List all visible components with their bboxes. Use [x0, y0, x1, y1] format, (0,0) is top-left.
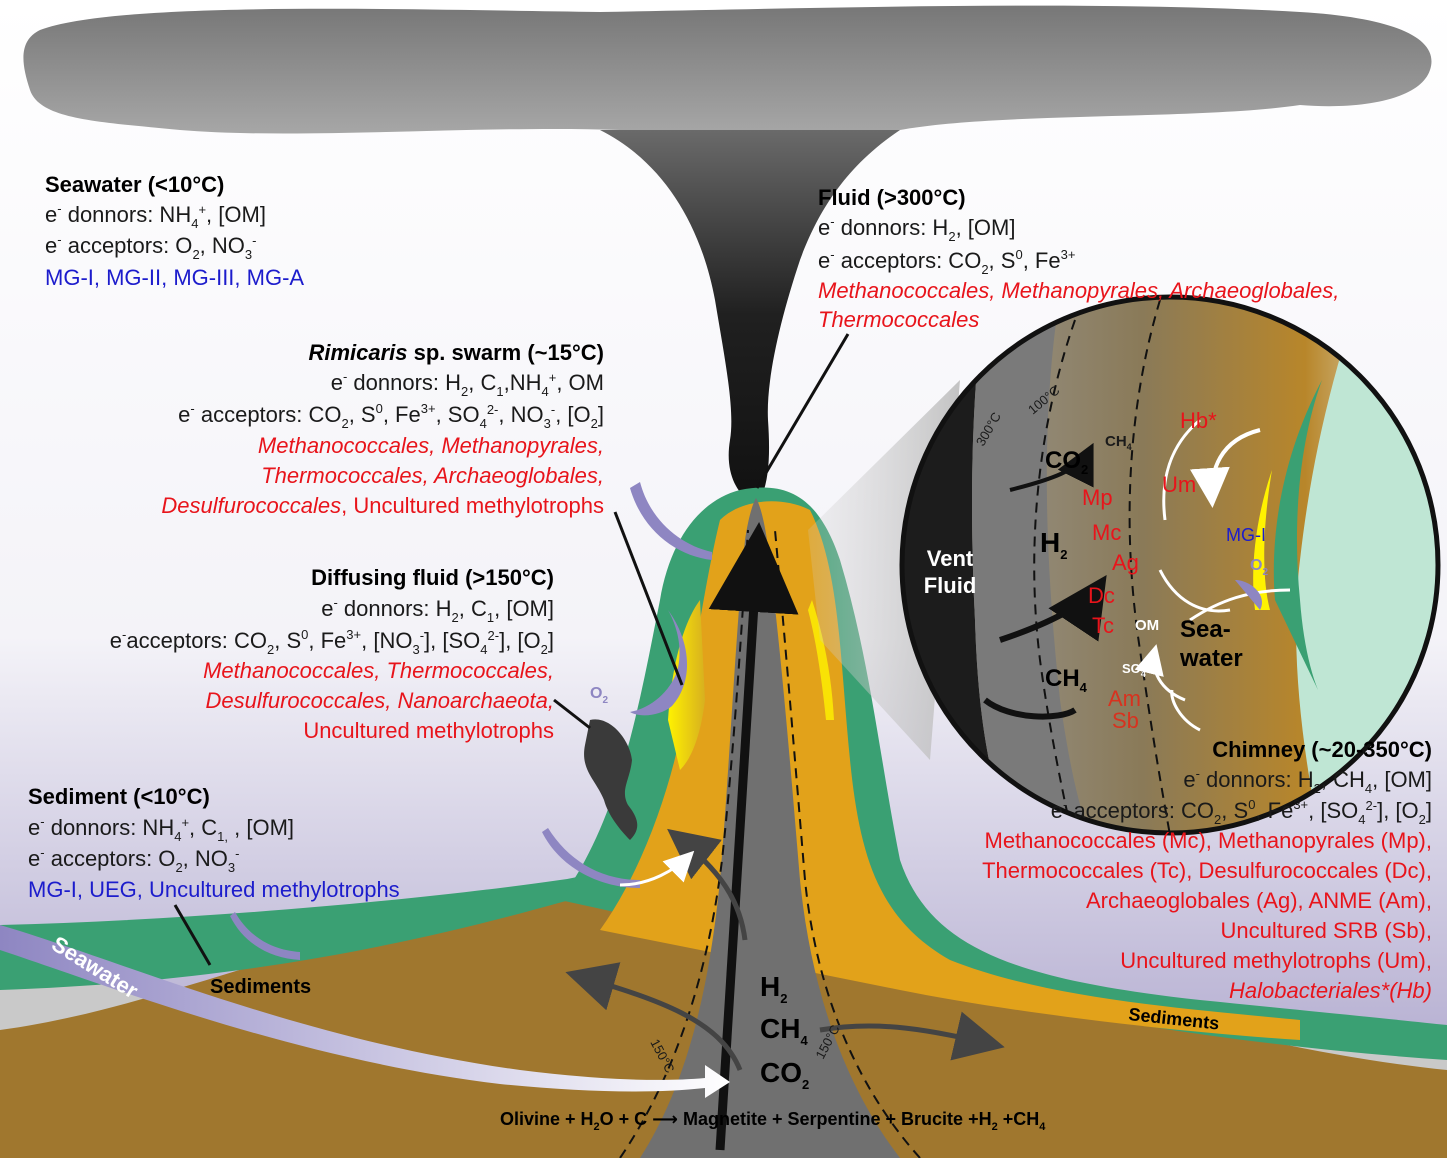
inset-om: OM: [1135, 617, 1159, 634]
sediment-donors: e- donnors: NH4+, C1, , [OM]: [28, 814, 294, 844]
seawater-title: Seawater (<10°C): [45, 172, 224, 197]
leader-diffusing: [553, 698, 591, 730]
inset-um: Um: [1162, 472, 1196, 497]
sediment-groups: MG-I, UEG, Uncultured methylotrophs: [28, 877, 400, 902]
inset-border: [899, 294, 1441, 836]
gas-ch4: CH4: [760, 1013, 808, 1048]
inset-dc: Dc: [1088, 583, 1115, 608]
chimney-groups-3: Archaeoglobales (Ag), ANME (Am),: [1086, 888, 1432, 913]
chimney-groups-6: Halobacteriales*(Hb): [1229, 978, 1432, 1003]
inset-mg1: MG-I: [1226, 525, 1266, 545]
rimicaris-groups-3: Desulfurococcales, Uncultured methylotro…: [161, 493, 604, 518]
diffusing-groups-1: Methanococcales, Thermococcales,: [203, 658, 554, 683]
sediment-title: Sediment (<10°C): [28, 784, 210, 809]
seawater-inflow-arrow: [0, 925, 730, 1098]
chimney-title: Chimney (~20-350°C): [1212, 737, 1432, 762]
inset-mp: Mp: [1082, 485, 1113, 510]
chimney-inset: [902, 297, 1438, 833]
branch-arrow-upleft: [667, 828, 748, 941]
inset-tc: Tc: [1092, 613, 1114, 638]
rimicaris-acceptors: e- acceptors: CO2, S0, Fe3+, SO42-, NO3-…: [178, 401, 604, 431]
chimney-groups-1: Methanococcales (Mc), Methanopyrales (Mp…: [985, 828, 1433, 853]
chimney-yellow-strip-right: [808, 600, 834, 720]
diffusing-groups-2: Desulfurococcales, Nanoarchaeota,: [205, 688, 554, 713]
fluid-conduit: [640, 498, 900, 1158]
rimicaris-groups-2: Thermococcales, Archaeoglobales,: [261, 463, 604, 488]
inset-sea: Sea-: [1180, 616, 1231, 643]
isotherm-150-right: [774, 529, 921, 1158]
seawater-groups: MG-I, MG-II, MG-III, MG-A: [45, 265, 304, 290]
sediment-block: Sediment (<10°C) e- donnors: NH4+, C1, ,…: [28, 784, 400, 902]
chimney-donors: e- donnors: H2, CH4, [OM]: [1183, 766, 1432, 796]
branch-arrow-right: [819, 1011, 1005, 1061]
chimney-block: Chimney (~20-350°C) e- donnors: H2, CH4,…: [982, 737, 1432, 1003]
inset-vent: Vent: [927, 546, 974, 571]
diffusing-donors: e- donnors: H2, C1, [OM]: [321, 595, 554, 625]
purple-arrow-top: [630, 482, 712, 560]
seawater-donors: e- donnors: NH4+, [OM]: [45, 201, 266, 231]
inset-water: water: [1179, 645, 1243, 672]
label-sediments-left: Sediments: [210, 976, 311, 998]
diffusing-groups-3: Uncultured methylotrophs: [303, 718, 554, 743]
gas-co2: CO2: [760, 1057, 809, 1092]
sediment-acceptors: e- acceptors: O2, NO3-: [28, 845, 239, 875]
branch-arrow-left: [565, 962, 743, 1071]
green-seafloor-left: [0, 840, 640, 990]
diffusing-acceptors: e-acceptors: CO2, S0, Fe3+, [NO3-], [SO4…: [110, 627, 554, 657]
fluid-donors: e- donnors: H2, [OM]: [818, 214, 1015, 244]
inset-ch4-small: CH4: [1105, 433, 1132, 452]
fluid-block: Fluid (>300°C) e- donnors: H2, [OM] e- a…: [818, 185, 1339, 332]
inset-am: Am: [1108, 686, 1141, 711]
leader-fluid: [755, 333, 850, 489]
rimicaris-block: Rimicaris sp. swarm (~15°C) e- donnors: …: [161, 340, 604, 518]
rimicaris-donors: e- donnors: H2, C1,NH4+, OM: [331, 369, 604, 399]
rimicaris-groups-1: Methanococcales, Methanopyrales,: [258, 433, 604, 458]
fluid-groups-2: Thermococcales: [818, 307, 979, 332]
inset-ag: Ag: [1112, 550, 1139, 575]
chimney-groups-2: Thermococcales (Tc), Desulfurococcales (…: [982, 858, 1432, 883]
fluid-acceptors: e- acceptors: CO2, S0, Fe3+: [818, 247, 1075, 277]
leader-rimicaris: [613, 511, 684, 686]
fluid-title: Fluid (>300°C): [818, 185, 966, 210]
purple-arrow-mid: [630, 610, 688, 716]
chimney-yellow-strip: [668, 600, 705, 770]
inset-labels: Vent Fluid CO2 H2 CH4 CH4 300°C 100°C Mp…: [924, 382, 1269, 733]
fluid-groups-1: Methanococcales, Methanopyrales, Archaeo…: [818, 278, 1339, 303]
inset-hb: Hb*: [1180, 408, 1217, 433]
rimicaris-title: Rimicaris sp. swarm (~15°C): [308, 340, 604, 365]
isotherm-150-left: [619, 529, 749, 1158]
plume-cloud: [23, 5, 1432, 180]
black-smoker-plume: [600, 130, 900, 500]
diffusing-title: Diffusing fluid (>150°C): [311, 565, 554, 590]
inset-fluid: Fluid: [924, 573, 977, 598]
purple-arrow-sediment: [230, 912, 300, 960]
chimney-groups-5: Uncultured methylotrophs (Um),: [1120, 948, 1432, 973]
white-arrow-low: [619, 850, 695, 887]
chimney-fragment: [584, 719, 638, 840]
chimney-groups-4: Uncultured SRB (Sb),: [1220, 918, 1432, 943]
seawater-block: Seawater (<10°C) e- donnors: NH4+, [OM] …: [45, 172, 304, 290]
inset-sb: Sb: [1112, 708, 1139, 733]
inset-mc: Mc: [1092, 520, 1121, 545]
purple-arrow-low: [542, 828, 640, 888]
seawater-acceptors: e- acceptors: O2, NO3-: [45, 232, 256, 262]
diffusing-block: Diffusing fluid (>150°C) e- donnors: H2,…: [110, 565, 554, 743]
leader-sediment: [173, 904, 212, 966]
